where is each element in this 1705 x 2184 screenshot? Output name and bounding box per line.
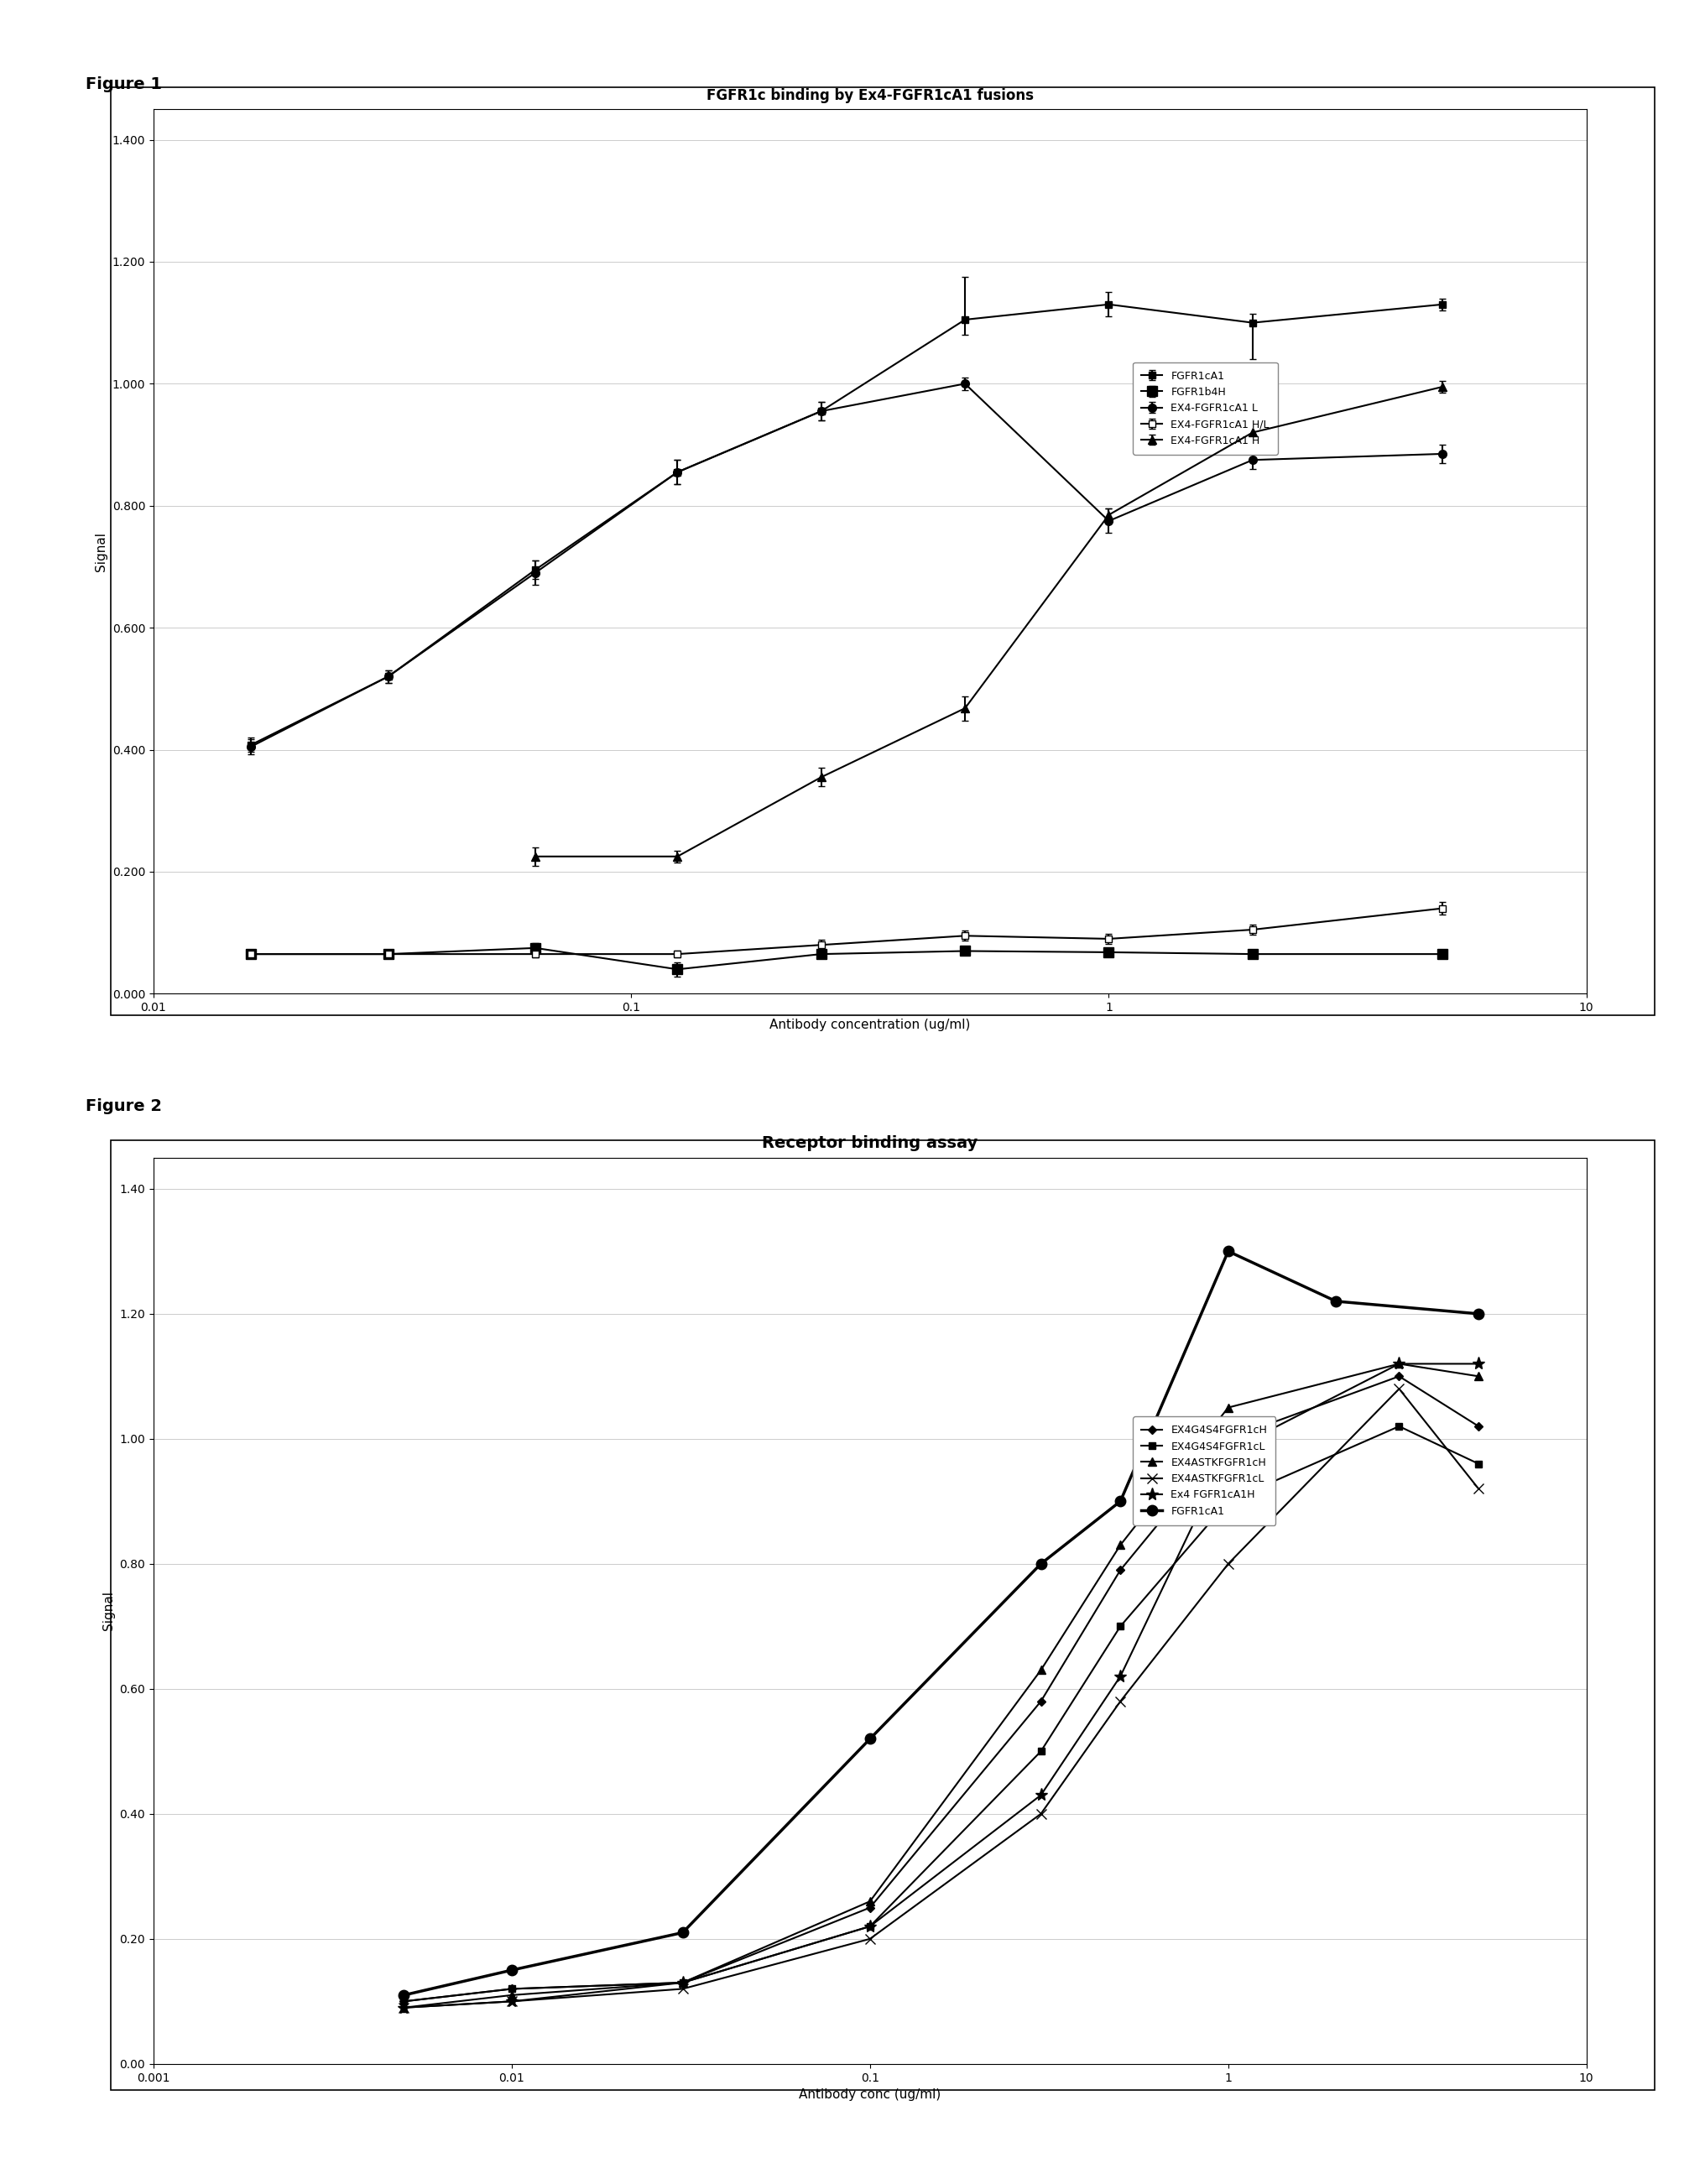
EX4ASTKFGFR1cL — [501, 1987, 522, 2014]
EX4ASTKFGFR1cL — [672, 1977, 692, 2003]
EX4ASTKFGFR1cH — [672, 1970, 692, 1996]
EX4ASTKFGFR1cL — [394, 1994, 414, 2020]
FGFR1cA1 — [501, 1957, 522, 1983]
EX4G4S4FGFR1cH — [394, 1987, 414, 2014]
Ex4 FGFR1cA1H — [672, 1970, 692, 1996]
Line: EX4ASTKFGFR1cH: EX4ASTKFGFR1cH — [399, 1361, 1482, 2011]
EX4G4S4FGFR1cL — [1030, 1738, 1050, 1765]
FGFR1cA1 — [394, 1983, 414, 2009]
Line: FGFR1cA1: FGFR1cA1 — [399, 1247, 1483, 2001]
EX4ASTKFGFR1cL — [1030, 1802, 1050, 1828]
EX4G4S4FGFR1cH — [859, 1894, 880, 1920]
FGFR1cA1 — [1325, 1289, 1345, 1315]
EX4ASTKFGFR1cH — [1388, 1350, 1408, 1376]
EX4G4S4FGFR1cH — [1388, 1363, 1408, 1389]
FGFR1cA1 — [1030, 1551, 1050, 1577]
EX4ASTKFGFR1cH — [1217, 1393, 1238, 1420]
Y-axis label: Signal: Signal — [95, 531, 107, 572]
Ex4 FGFR1cA1H — [859, 1913, 880, 1939]
EX4G4S4FGFR1cH — [1030, 1688, 1050, 1714]
Line: EX4G4S4FGFR1cL: EX4G4S4FGFR1cL — [401, 1422, 1482, 2005]
Ex4 FGFR1cA1H — [1217, 1439, 1238, 1465]
EX4ASTKFGFR1cH — [859, 1889, 880, 1915]
EX4G4S4FGFR1cH — [1217, 1426, 1238, 1452]
X-axis label: Antibody concentration (ug/ml): Antibody concentration (ug/ml) — [769, 1018, 970, 1031]
EX4ASTKFGFR1cL — [1217, 1551, 1238, 1577]
X-axis label: Antibody conc (ug/ml): Antibody conc (ug/ml) — [798, 2088, 941, 2101]
Ex4 FGFR1cA1H — [1388, 1350, 1408, 1376]
EX4G4S4FGFR1cL — [1468, 1450, 1488, 1476]
EX4ASTKFGFR1cH — [501, 1983, 522, 2009]
Line: EX4G4S4FGFR1cH: EX4G4S4FGFR1cH — [401, 1374, 1480, 2005]
Ex4 FGFR1cA1H — [394, 1994, 414, 2020]
EX4ASTKFGFR1cL — [1110, 1688, 1130, 1714]
EX4ASTKFGFR1cH — [1110, 1531, 1130, 1557]
EX4ASTKFGFR1cH — [1468, 1363, 1488, 1389]
Legend: FGFR1cA1, FGFR1b4H, EX4-FGFR1cA1 L, EX4-FGFR1cA1 H/L, EX4-FGFR1cA1 H: FGFR1cA1, FGFR1b4H, EX4-FGFR1cA1 L, EX4-… — [1132, 363, 1277, 454]
EX4ASTKFGFR1cH — [1030, 1658, 1050, 1684]
FGFR1cA1 — [1217, 1238, 1238, 1265]
EX4G4S4FGFR1cL — [859, 1913, 880, 1939]
Y-axis label: Signal: Signal — [102, 1590, 114, 1631]
Ex4 FGFR1cA1H — [1468, 1350, 1488, 1376]
Text: Figure 1: Figure 1 — [85, 76, 162, 92]
FGFR1cA1 — [672, 1920, 692, 1946]
Ex4 FGFR1cA1H — [1030, 1782, 1050, 1808]
FGFR1cA1 — [859, 1725, 880, 1752]
EX4G4S4FGFR1cH — [672, 1970, 692, 1996]
EX4G4S4FGFR1cH — [1468, 1413, 1488, 1439]
EX4ASTKFGFR1cL — [1468, 1476, 1488, 1503]
EX4G4S4FGFR1cL — [394, 1987, 414, 2014]
EX4G4S4FGFR1cL — [672, 1970, 692, 1996]
Ex4 FGFR1cA1H — [1110, 1664, 1130, 1690]
EX4ASTKFGFR1cL — [1388, 1376, 1408, 1402]
EX4G4S4FGFR1cH — [1110, 1557, 1130, 1583]
Title: Receptor binding assay: Receptor binding assay — [762, 1136, 977, 1151]
EX4G4S4FGFR1cL — [1388, 1413, 1408, 1439]
FGFR1cA1 — [1110, 1487, 1130, 1514]
EX4G4S4FGFR1cL — [1110, 1614, 1130, 1640]
EX4ASTKFGFR1cL — [859, 1926, 880, 1952]
EX4ASTKFGFR1cH — [394, 1994, 414, 2020]
Line: Ex4 FGFR1cA1H: Ex4 FGFR1cA1H — [397, 1358, 1485, 2014]
EX4G4S4FGFR1cH — [501, 1977, 522, 2003]
Line: EX4ASTKFGFR1cL: EX4ASTKFGFR1cL — [399, 1385, 1483, 2011]
Ex4 FGFR1cA1H — [501, 1987, 522, 2014]
EX4G4S4FGFR1cL — [1217, 1487, 1238, 1514]
Title: FGFR1c binding by Ex4-FGFR1cA1 fusions: FGFR1c binding by Ex4-FGFR1cA1 fusions — [706, 87, 1033, 103]
Text: Figure 2: Figure 2 — [85, 1099, 162, 1114]
FGFR1cA1 — [1468, 1302, 1488, 1328]
Legend: EX4G4S4FGFR1cH, EX4G4S4FGFR1cL, EX4ASTKFGFR1cH, EX4ASTKFGFR1cL, Ex4 FGFR1cA1H, F: EX4G4S4FGFR1cH, EX4G4S4FGFR1cL, EX4ASTKF… — [1132, 1417, 1275, 1524]
EX4G4S4FGFR1cL — [501, 1977, 522, 2003]
